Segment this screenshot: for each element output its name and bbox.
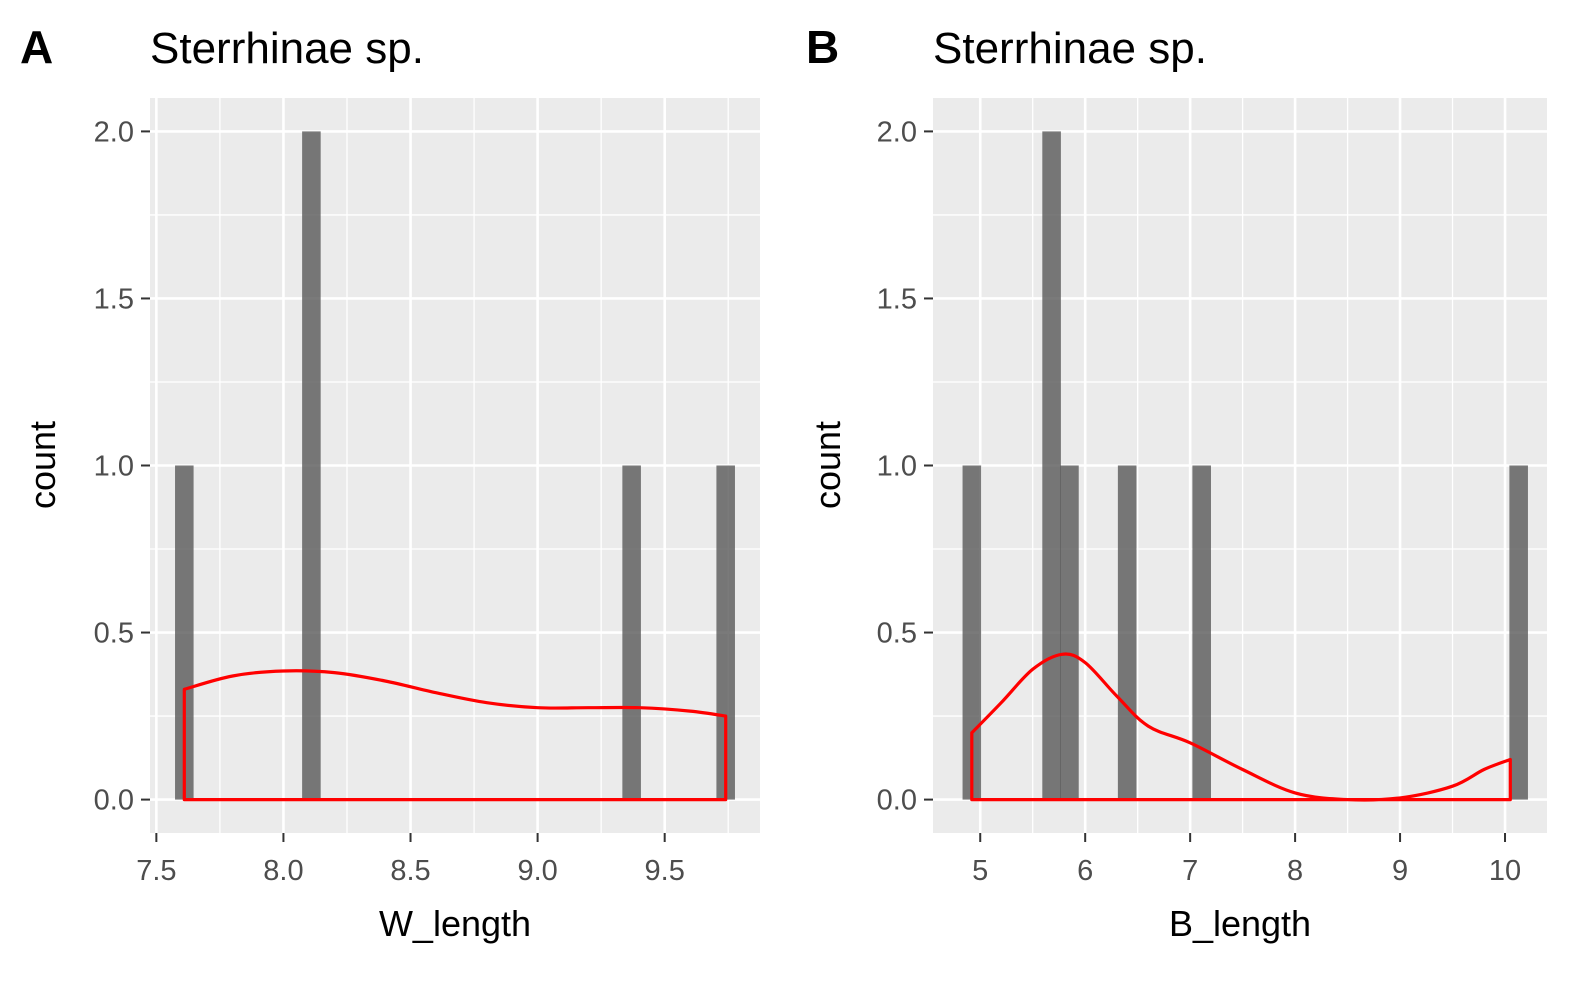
panel-b-x-tick-label: 10 [1489, 855, 1521, 887]
panel-b-bars [962, 131, 1528, 800]
panel-a-y-tick-label: 1.0 [94, 451, 134, 483]
panel-b-x-axis: 5 6 7 8 9 10 [972, 833, 1521, 887]
panel-a-histogram-bar [302, 131, 321, 800]
panel-a-histogram-bar [175, 465, 194, 800]
panel-b-x-axis-title: B_length [1169, 903, 1311, 944]
panel-b-tag: B [806, 21, 839, 73]
panel-a-y-tick-label: 1.5 [94, 283, 134, 315]
panel-a-y-axis: 0.0 0.5 1.0 1.5 2.0 [94, 116, 150, 817]
panel-b-x-tick-label: 5 [972, 855, 988, 887]
panel-a-bars [175, 131, 735, 800]
panel-b-y-axis: 0.0 0.5 1.0 1.5 2.0 [877, 116, 933, 817]
panel-a-x-tick-label: 8.5 [390, 855, 430, 887]
panel-a-y-tick-label: 2.0 [94, 116, 134, 148]
panel-a-x-tick-label: 8.0 [263, 855, 303, 887]
panel-b-x-tick-label: 8 [1287, 855, 1303, 887]
panel-a-density [182, 669, 728, 802]
panel-b-histogram-bar [1509, 465, 1528, 800]
panel-a-tag: A [20, 21, 53, 73]
panel-a-y-tick-label: 0.0 [94, 785, 134, 817]
panel-b-y-axis-title: count [807, 421, 848, 509]
panel-a-title: Sterrhinae sp. [150, 24, 424, 73]
panel-a-x-tick-label: 9.5 [645, 855, 685, 887]
panel-b: B Sterrhinae sp. 5 6 7 8 9 10 0.0 0.5 1.0 1.5 2.0… [806, 21, 1547, 944]
panel-a-y-tick-label: 0.5 [94, 618, 134, 650]
panel-a-x-axis: 7.5 8.0 8.5 9.0 9.5 [136, 833, 685, 887]
panel-a-y-axis-title: count [22, 421, 63, 509]
panel-b-histogram-bar [1192, 465, 1211, 800]
panel-b-density-curve [970, 652, 1512, 802]
panel-b-histogram-bar [1042, 131, 1061, 800]
panel-a-x-tick-label: 7.5 [136, 855, 176, 887]
panel-b-density [970, 652, 1512, 802]
panel-b-histogram-bar [962, 465, 982, 800]
panel-b-x-tick-label: 9 [1392, 855, 1408, 887]
panel-a: A Sterrhinae sp. 7.5 8.0 8.5 9.0 9.5 0.0 0.5 1… [20, 21, 760, 944]
panel-a-histogram-bar [622, 465, 641, 800]
panel-a-density-curve [182, 669, 728, 802]
panel-b-y-tick-label: 0.5 [877, 618, 917, 650]
panel-b-histogram-bar [1117, 465, 1137, 800]
panel-b-y-tick-label: 1.0 [877, 451, 917, 483]
panel-b-y-tick-label: 0.0 [877, 785, 917, 817]
panel-b-x-tick-label: 7 [1182, 855, 1198, 887]
panel-b-title: Sterrhinae sp. [933, 24, 1207, 73]
panel-b-y-tick-label: 2.0 [877, 116, 917, 148]
panel-b-y-tick-label: 1.5 [877, 283, 917, 315]
panel-a-x-tick-label: 9.0 [517, 855, 557, 887]
panel-b-x-tick-label: 6 [1077, 855, 1093, 887]
panel-b-histogram-bar [1060, 465, 1079, 800]
panel-a-x-axis-title: W_length [379, 903, 531, 944]
